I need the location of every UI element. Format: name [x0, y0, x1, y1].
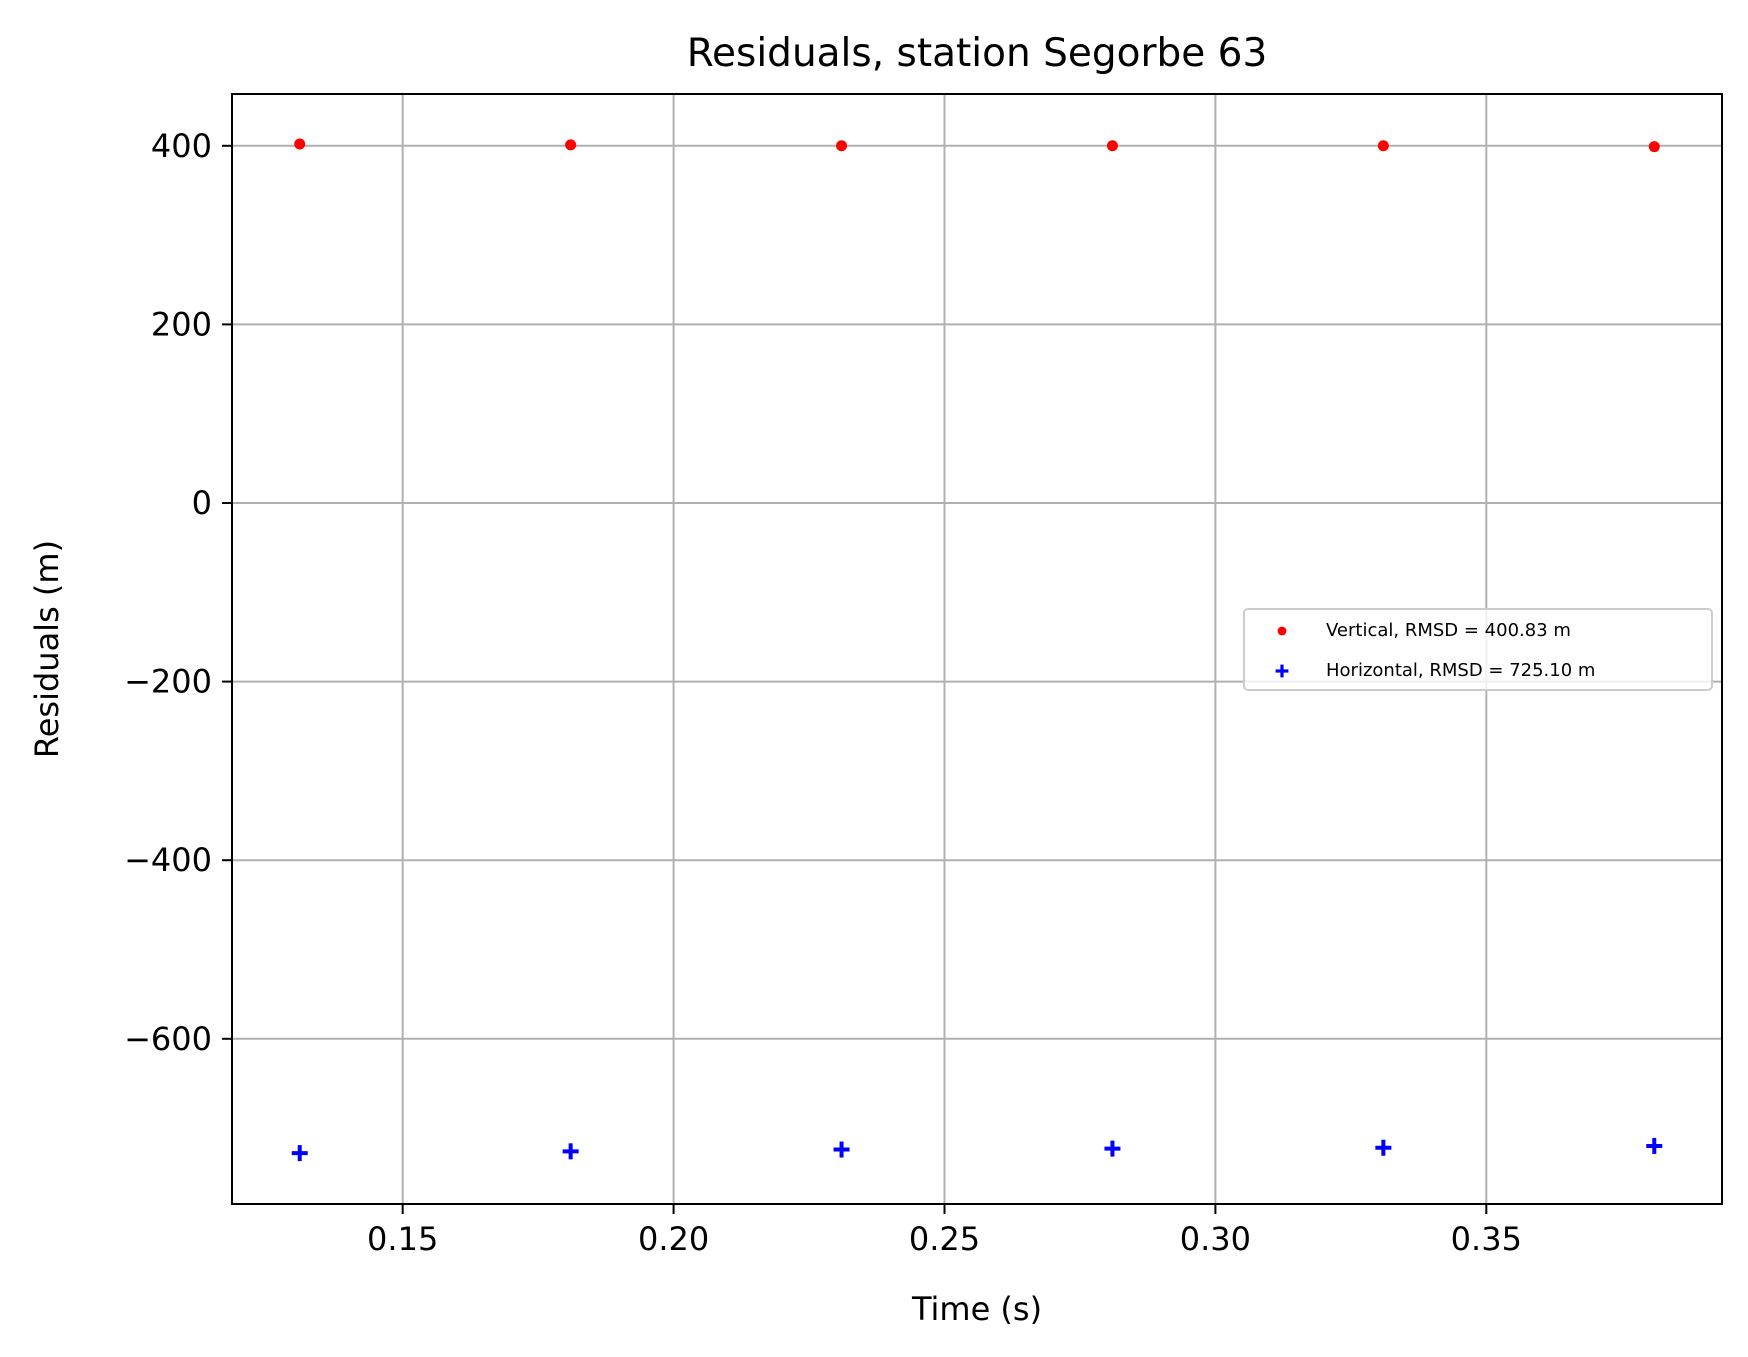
axis-ticks: 0.15 0.20 0.25 0.30 0.35 400 200 0 −200 −400 −600 [124, 127, 1522, 1258]
grid-lines [232, 94, 1722, 1204]
horizontal-point [1646, 1137, 1663, 1154]
legend-marker-1 [1277, 626, 1287, 636]
x-tick-label: 0.20 [638, 1220, 709, 1258]
horizontal-point [291, 1145, 308, 1162]
vertical-point [1648, 141, 1660, 153]
legend-box [1243, 608, 1713, 691]
horizontal-point [562, 1143, 579, 1160]
vertical-point [836, 140, 848, 152]
data-points [291, 138, 1663, 1162]
y-tick-label: 0 [192, 484, 212, 522]
legend-label-1: Vertical, RMSD = 400.83 m [1326, 620, 1571, 641]
vertical-point [1106, 140, 1118, 152]
vertical-point [1377, 140, 1389, 152]
y-tick-label: −200 [124, 663, 212, 701]
horizontal-point [1104, 1140, 1121, 1157]
vertical-point [294, 138, 306, 150]
horizontal-point [833, 1141, 850, 1158]
legend-marker-2 [1275, 664, 1289, 678]
chart-title: Residuals, station Segorbe 63 [687, 31, 1268, 76]
y-axis-label: Residuals (m) [28, 540, 66, 758]
x-tick-label: 0.35 [1451, 1220, 1522, 1258]
series-2 [291, 1137, 1663, 1162]
y-tick-label: 200 [151, 305, 212, 343]
y-tick-label: −400 [124, 841, 212, 879]
plot-area-frame [231, 93, 1723, 1205]
legend-label-2: Horizontal, RMSD = 725.10 m [1326, 660, 1595, 681]
x-tick-label: 0.15 [367, 1220, 438, 1258]
vertical-point [565, 139, 577, 151]
y-tick-label: 400 [151, 127, 212, 165]
horizontal-point [1375, 1139, 1392, 1156]
x-axis-label: Time (s) [911, 1290, 1042, 1328]
y-tick-label: −600 [124, 1020, 212, 1058]
legend: Vertical, RMSD = 400.83 m Horizontal, RMS… [1243, 608, 1713, 691]
series-1 [294, 138, 1660, 153]
x-tick-label: 0.30 [1180, 1220, 1251, 1258]
x-tick-label: 0.25 [909, 1220, 980, 1258]
